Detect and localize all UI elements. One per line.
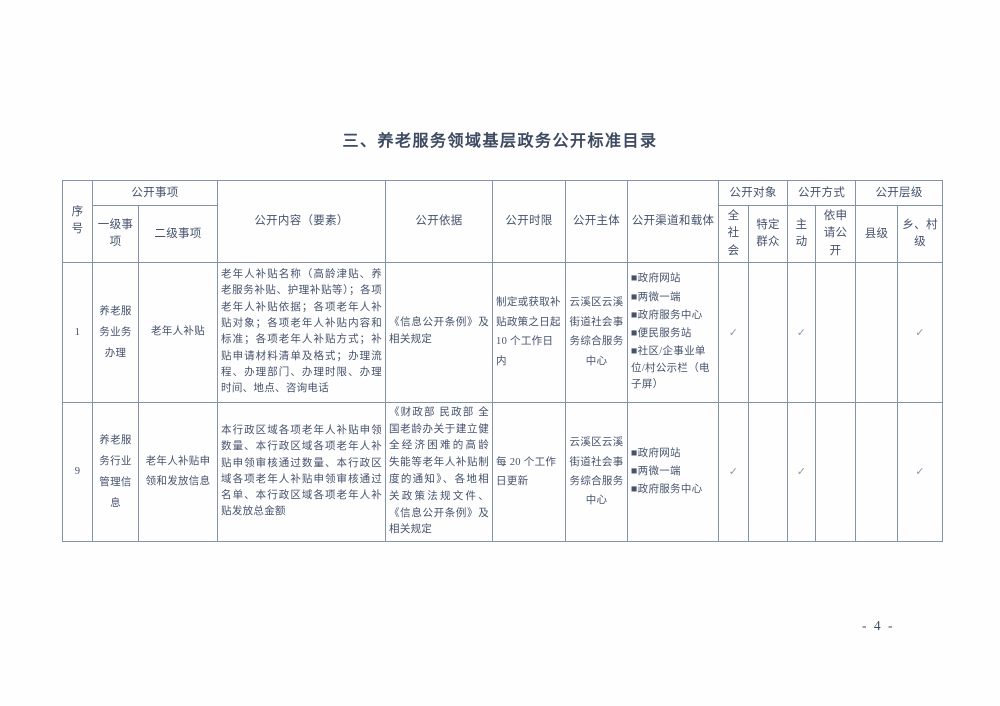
table-row: 1 养老服务业务办理 老年人补贴 老年人补贴名称（高龄津贴、养老服务补贴、护理补… [62, 261, 944, 403]
channel-item: ■政府网站 [631, 447, 681, 459]
header-disclosure-method: 公开方式 [787, 180, 857, 206]
channel-item: ■两微一端 [631, 291, 681, 303]
header-serial-number: 序号 [62, 180, 93, 263]
header-basis: 公开依据 [385, 180, 494, 263]
channel-item: ■政府网站 [631, 273, 681, 285]
channel-item: ■政府服务中心 [631, 484, 703, 496]
cell-time-limit: 每 20 个工作日更新 [492, 401, 567, 543]
header-content-elements: 公开内容（要素） [217, 180, 387, 263]
channel-item: ■社区/企事业单位/村公示栏（电子屏） [631, 346, 710, 390]
header-time-limit: 公开时限 [492, 180, 567, 263]
cell-check-township: ✓ [897, 261, 944, 403]
cell-disclosure-basis: 《财政部 民政部 全国老龄办关于建立健全经济困难的高龄 失能等老年人补贴制度的通… [385, 401, 494, 543]
header-disclosure-target: 公开对象 [718, 180, 789, 206]
cell-check-whole-society: ✓ [718, 261, 750, 403]
cell-serial-number: 9 [62, 401, 93, 543]
header-disclosure-level: 公开层级 [855, 180, 944, 206]
cell-channels-carriers: ■政府网站 ■两微一端 ■政府服务中心 [627, 401, 720, 543]
cell-disclosure-content: 老年人补贴名称（高龄津贴、养老服务补贴、护理补贴等）；各项老年人补贴依据；各项老… [217, 261, 387, 403]
channel-item: ■政府服务中心 [631, 309, 703, 321]
cell-check-upon-request [815, 401, 857, 543]
header-active: 主动 [787, 205, 817, 263]
cell-check-county [855, 401, 899, 543]
cell-check-upon-request [815, 261, 857, 403]
header-level2-item: 二级事项 [137, 205, 219, 263]
cell-level1-item: 养老服务业务办理 [92, 261, 139, 403]
cell-disclosure-content: 本行政区域各项老年人补贴申领数量、本行政区域各项老年人补贴申领审核通过数量、本行… [217, 401, 387, 543]
page-number: - 4 - [862, 618, 895, 633]
cell-time-limit: 制定或获取补贴政策之日起 10 个工作日内 [492, 261, 567, 403]
header-channels-carriers: 公开渠道和载体 [627, 180, 720, 263]
header-upon-request: 依申请公开 [815, 205, 857, 263]
cell-check-specific-groups [748, 401, 789, 543]
header-county-level: 县级 [855, 205, 899, 263]
disclosure-standards-table: 序号 公开事项 公开内容（要素） 公开依据 公开时限 公开主体 公开渠道和载体 … [62, 180, 944, 543]
header-whole-society: 全社会 [718, 205, 750, 263]
header-disclosure-item: 公开事项 [91, 180, 219, 206]
cell-level1-item: 养老服务行业管理信息 [92, 401, 139, 543]
header-subject: 公开主体 [565, 180, 629, 263]
cell-serial-number: 1 [62, 261, 93, 403]
cell-check-active: ✓ [787, 401, 817, 543]
cell-level2-item: 老年人补贴申领和发放信息 [137, 401, 219, 543]
cell-check-active: ✓ [787, 261, 817, 403]
channel-item: ■两微一端 [631, 465, 681, 477]
header-level1-item: 一级事项 [92, 205, 139, 263]
cell-check-township: ✓ [897, 401, 944, 543]
cell-disclosure-basis: 《信息公开条例》及相关规定 [385, 261, 494, 403]
cell-disclosure-subject: 云溪区云溪街道社会事务综合服务中心 [565, 401, 629, 543]
header-township-village-level: 乡、村级 [897, 205, 944, 263]
cell-check-specific-groups [748, 261, 789, 403]
table-row: 9 养老服务行业管理信息 老年人补贴申领和发放信息 本行政区域各项老年人补贴申领… [62, 401, 944, 543]
cell-disclosure-subject: 云溪区云溪街道社会事务综合服务中心 [565, 261, 629, 403]
page-title: 三、养老服务领域基层政务公开标准目录 [342, 133, 658, 150]
cell-check-county [855, 261, 899, 403]
header-specific-groups: 特定群众 [748, 205, 789, 263]
cell-channels-carriers: ■政府网站 ■两微一端 ■政府服务中心 ■便民服务站 ■社区/企事业单位/村公示… [627, 261, 720, 403]
cell-level2-item: 老年人补贴 [137, 261, 219, 403]
header-group-row: 序号 公开事项 公开内容（要素） 公开依据 公开时限 公开主体 公开渠道和载体 … [62, 180, 944, 263]
channel-item: ■便民服务站 [631, 328, 692, 340]
header-sub-row: 一级事项 二级事项 全社会 特定群众 主动 依申请公开 县级 乡、村级 [63, 205, 944, 263]
cell-check-whole-society: ✓ [718, 401, 750, 543]
